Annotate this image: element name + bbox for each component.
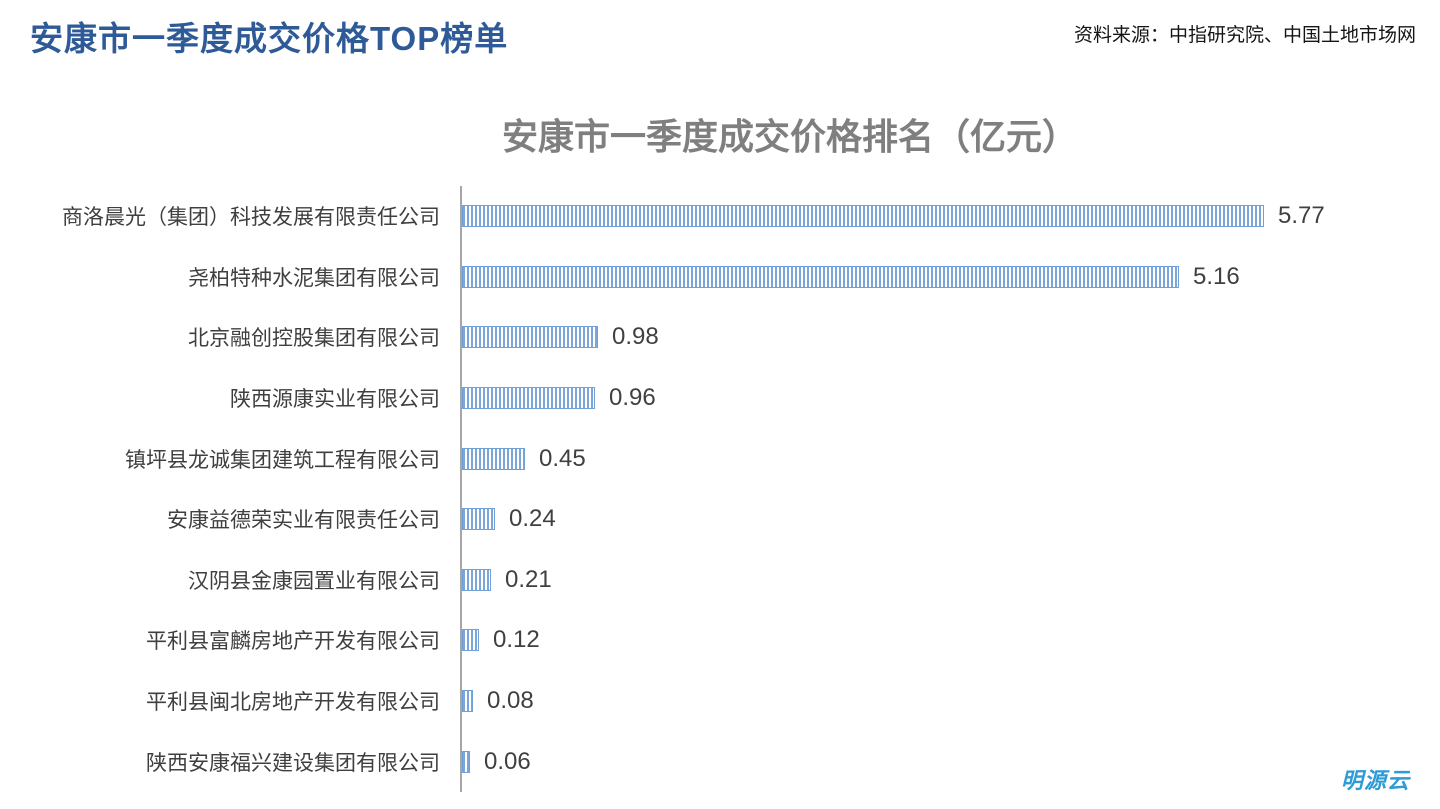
bar-area: 5.16: [460, 246, 1440, 308]
bar: [462, 568, 491, 591]
bar: [462, 265, 1179, 288]
chart-row: 平利县闽北房地产开发有限公司 0.08: [0, 670, 1440, 732]
bar-area: 0.45: [460, 428, 1440, 489]
chart-row: 商洛晨光（集团）科技发展有限责任公司 5.77: [0, 186, 1440, 247]
bar: [462, 205, 1264, 228]
bar-area: 5.77: [460, 186, 1440, 247]
bar: [462, 508, 495, 531]
chart-row: 镇坪县龙诚集团建筑工程有限公司 0.45: [0, 428, 1440, 489]
chart-row: 安康益德荣实业有限责任公司 0.24: [0, 488, 1440, 550]
bar-area: 0.24: [460, 488, 1440, 550]
bar-area: 0.96: [460, 367, 1440, 429]
value-label: 0.08: [487, 687, 534, 715]
bar: [462, 690, 473, 713]
category-label: 平利县闽北房地产开发有限公司: [146, 691, 440, 715]
value-label: 0.45: [539, 444, 586, 472]
chart-title: 安康市一季度成交价格排名（亿元）: [501, 116, 1078, 157]
bar: [462, 387, 595, 410]
chart-row: 尧柏特种水泥集团有限公司 5.16: [0, 246, 1440, 308]
category-label: 安康益德荣实业有限责任公司: [167, 509, 440, 533]
mingyuan-cloud-logo: 明源云: [1340, 768, 1410, 793]
bar-area: 0.21: [460, 549, 1440, 611]
category-label: 北京融创控股集团有限公司: [188, 327, 440, 351]
category-label: 平利县富麟房地产开发有限公司: [146, 630, 440, 654]
category-label: 陕西源康实业有限公司: [230, 388, 440, 412]
value-label: 0.24: [509, 505, 556, 533]
value-label: 0.12: [493, 626, 540, 654]
bar: [462, 447, 525, 470]
bar-area: 0.06: [460, 731, 1440, 792]
chart-row: 陕西安康福兴建设集团有限公司 0.06: [0, 731, 1440, 792]
bar-chart: 商洛晨光（集团）科技发展有限责任公司 5.77 尧柏特种水泥集团有限公司 5.16 北京…: [0, 186, 1440, 792]
value-label: 0.21: [505, 565, 552, 593]
bar: [462, 750, 470, 773]
value-label: 5.16: [1193, 262, 1240, 290]
data-source-note: 资料来源：中指研究院、中国土地市场网: [1073, 25, 1416, 46]
chart-row: 汉阴县金康园置业有限公司 0.21: [0, 549, 1440, 611]
category-label: 商洛晨光（集团）科技发展有限责任公司: [62, 206, 440, 230]
value-label: 0.96: [609, 384, 656, 412]
chart-row: 北京融创控股集团有限公司 0.98: [0, 307, 1440, 368]
value-label: 0.06: [484, 747, 531, 775]
chart-row: 陕西源康实业有限公司 0.96: [0, 367, 1440, 429]
page-title: 安康市一季度成交价格TOP榜单: [30, 20, 509, 57]
value-label: 5.77: [1278, 202, 1325, 230]
category-label: 汉阴县金康园置业有限公司: [188, 569, 440, 593]
category-label: 尧柏特种水泥集团有限公司: [188, 266, 440, 290]
value-label: 0.98: [612, 323, 659, 351]
bar-area: 0.98: [460, 307, 1440, 368]
category-label: 镇坪县龙诚集团建筑工程有限公司: [125, 448, 440, 472]
bar: [462, 326, 598, 349]
bar-area: 0.12: [460, 610, 1440, 671]
chart-row: 平利县富麟房地产开发有限公司 0.12: [0, 610, 1440, 671]
bar-area: 0.08: [460, 670, 1440, 732]
bar: [462, 629, 479, 652]
category-label: 陕西安康福兴建设集团有限公司: [146, 751, 440, 775]
